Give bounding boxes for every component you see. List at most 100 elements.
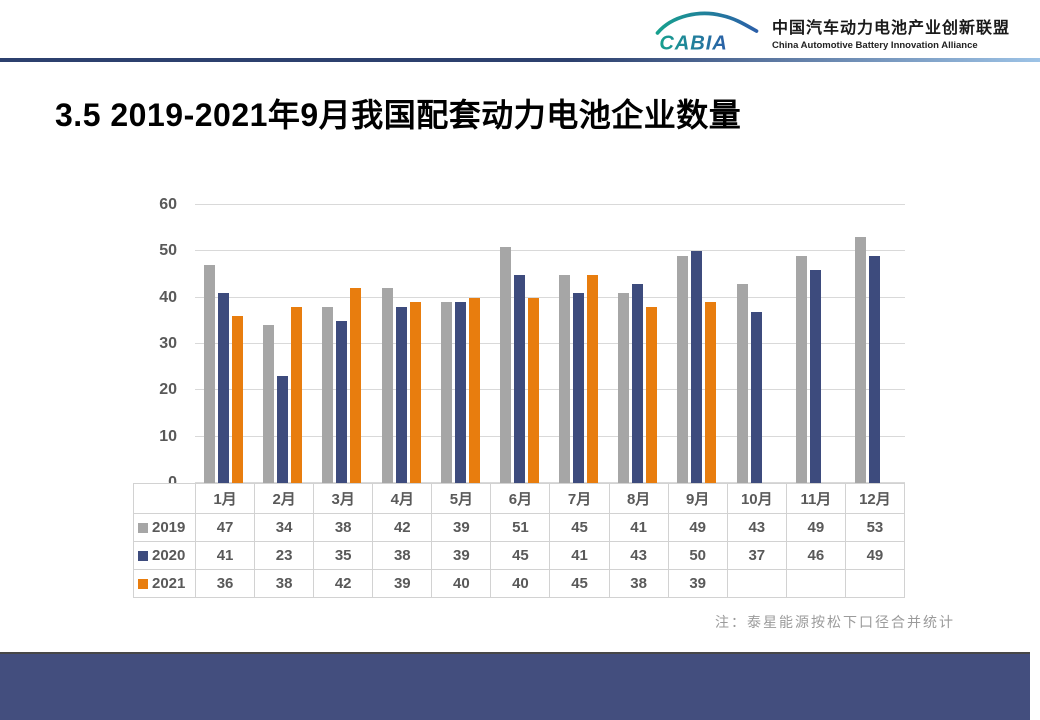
- cell-2021-12月: [845, 570, 905, 598]
- bar-2021-9月: [705, 302, 717, 483]
- cell-2021-1月: 36: [196, 570, 256, 598]
- cell-2021-9月: 39: [668, 570, 728, 598]
- header-logo: CABIA 中国汽车动力电池产业创新联盟 China Automotive Ba…: [652, 8, 1010, 56]
- y-tick-label: 10: [159, 427, 177, 445]
- legend-label-2021: 2021: [152, 575, 186, 592]
- bar-group-8月: [609, 205, 668, 483]
- bar-2019-10月: [736, 283, 748, 483]
- bar-2021-7月: [587, 274, 598, 483]
- month-header-11月: 11月: [786, 484, 846, 514]
- bar-2020-7月: [573, 293, 584, 483]
- y-tick-label: 0: [168, 474, 177, 492]
- cell-2019-4月: 42: [373, 514, 433, 542]
- bar-2021-6月: [527, 297, 539, 483]
- bar-2019-12月: [854, 237, 866, 483]
- y-tick-label: 30: [159, 335, 177, 352]
- cell-2019-9月: 49: [668, 514, 728, 542]
- gridline: [195, 250, 905, 252]
- cell-2021-4月: 39: [373, 570, 433, 598]
- page-title: 3.5 2019-2021年9月我国配套动力电池企业数量: [55, 97, 742, 133]
- cell-2019-11月: 49: [786, 514, 846, 542]
- gridline: [195, 204, 905, 205]
- gridline: [195, 482, 905, 483]
- month-header-7月: 7月: [550, 484, 610, 514]
- plot-area: [195, 204, 905, 483]
- month-header-5月: 5月: [432, 484, 492, 514]
- cell-2021-2月: 38: [255, 570, 315, 598]
- cell-2020-11月: 46: [786, 542, 846, 570]
- cell-2019-8月: 41: [609, 514, 669, 542]
- bar-group-11月: [787, 205, 846, 483]
- bar-2021-1月: [232, 316, 243, 483]
- org-name-en: China Automotive Battery Innovation Alli…: [771, 39, 978, 51]
- bar-2020-2月: [277, 376, 289, 483]
- cell-2021-10月: [727, 570, 787, 598]
- bar-2020-4月: [395, 306, 407, 483]
- bar-2021-5月: [468, 297, 480, 483]
- bar-2021-8月: [646, 306, 658, 483]
- y-tick-label: 60: [159, 196, 177, 213]
- bar-group-9月: [668, 205, 727, 483]
- cabia-logo-icon: CABIA: [655, 11, 759, 54]
- cell-2020-4月: 38: [373, 542, 433, 570]
- data-table: 1月 2月 3月 4月 5月 6月 7月 8月 9月 10月 11月 12月 2019 47 34 38 42 3…: [133, 483, 905, 598]
- cell-2019-7月: 45: [550, 514, 610, 542]
- org-name-zh: 中国汽车动力电池产业创新联盟: [771, 19, 1010, 37]
- bar-2019-11月: [795, 255, 807, 483]
- bar-group-2月: [254, 205, 313, 483]
- month-header-3月: 3月: [314, 484, 374, 514]
- cell-2021-6月: 40: [491, 570, 551, 598]
- cell-2019-12月: 53: [845, 514, 905, 542]
- bar-group-1月: [195, 205, 254, 483]
- legend-swatch-2021: [138, 578, 148, 589]
- legend-2019: 2019: [134, 514, 196, 542]
- org-names: 中国汽车动力电池产业创新联盟 China Automotive Battery …: [772, 14, 1010, 51]
- cell-2020-3月: 35: [314, 542, 374, 570]
- gridline: [195, 435, 905, 437]
- bar-group-5月: [432, 205, 491, 483]
- cell-2020-12月: 49: [845, 542, 905, 570]
- cell-2021-5月: 40: [432, 570, 492, 598]
- bar-2020-11月: [809, 269, 821, 483]
- cell-2019-3月: 38: [314, 514, 374, 542]
- month-header-10月: 10月: [727, 484, 787, 514]
- bar-2019-8月: [618, 293, 630, 483]
- y-tick-label: 20: [159, 381, 177, 399]
- bar-2020-5月: [454, 302, 466, 483]
- bar-2019-3月: [322, 306, 334, 483]
- cell-2020-1月: 41: [196, 542, 256, 570]
- bar-group-4月: [373, 205, 432, 483]
- cell-2019-6月: 51: [491, 514, 551, 542]
- y-tick-label: 40: [159, 288, 177, 306]
- month-header-4月: 4月: [373, 484, 433, 514]
- legend-swatch-2020: [138, 550, 148, 561]
- bar-2021-4月: [409, 302, 421, 483]
- legend-2020: 2020: [134, 542, 196, 570]
- bar-2020-1月: [218, 293, 229, 483]
- gridline: [195, 389, 905, 391]
- gridline: [195, 343, 905, 344]
- cell-2020-5月: 39: [432, 542, 492, 570]
- cell-2020-8月: 43: [609, 542, 669, 570]
- bar-2021-2月: [291, 306, 303, 483]
- cell-2020-9月: 50: [668, 542, 728, 570]
- cell-2021-7月: 45: [550, 570, 610, 598]
- month-header-6月: 6月: [491, 484, 551, 514]
- month-header-9月: 9月: [668, 484, 728, 514]
- bar-group-7月: [550, 205, 609, 483]
- y-axis: 0 10 20 30 40 50 60: [140, 196, 185, 491]
- cell-2021-3月: 42: [314, 570, 374, 598]
- gridline: [195, 296, 905, 298]
- bar-2019-2月: [263, 325, 275, 483]
- legend-label-2019: 2019: [152, 519, 186, 536]
- bar-group-3月: [313, 205, 372, 483]
- cell-2019-2月: 34: [255, 514, 315, 542]
- footer-bar: [0, 652, 1030, 720]
- bar-2019-6月: [499, 246, 511, 483]
- bar-group-12月: [846, 205, 905, 483]
- month-header-1月: 1月: [196, 484, 256, 514]
- bar-2020-9月: [691, 251, 703, 483]
- bar-2020-10月: [750, 311, 762, 483]
- footnote: 注：泰星能源按松下口径合并统计: [715, 615, 955, 631]
